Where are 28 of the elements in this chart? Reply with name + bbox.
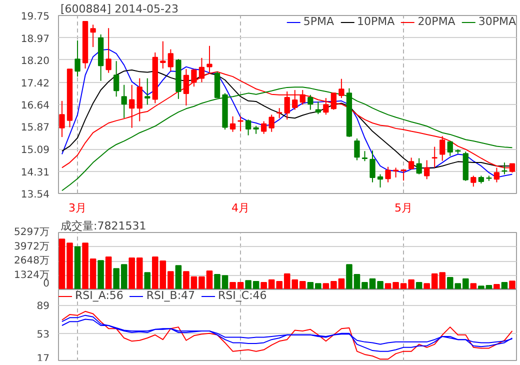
y-tick-label: 1324万 (14, 270, 50, 281)
legend-label: RSI_C:46 (218, 289, 267, 302)
y-tick-label: 5297万 (14, 227, 50, 238)
chart-title: [600884] 2014-05-23 (60, 2, 178, 16)
y-tick-label: 16.64 (20, 100, 50, 112)
y-tick-label: 13.54 (20, 190, 50, 200)
legend-label: 5PMA (303, 15, 334, 28)
series-label: RSI_A:56 (75, 289, 124, 302)
y-tick-label: 53 (36, 329, 50, 340)
y-tick-label: 3972万 (14, 241, 50, 252)
y-tick-label: 89 (36, 301, 50, 312)
y-tick-label: 2648万 (14, 256, 50, 267)
y-tick-label: 17.42 (20, 78, 50, 90)
x-tick-label: 5月 (394, 202, 413, 214)
x-tick-label: 4月 (232, 202, 250, 214)
y-tick-label: 19.75 (20, 12, 50, 22)
x-tick-label: 3月 (68, 202, 87, 214)
legend-label: 30PMA (478, 15, 516, 28)
y-tick-label: 0 (43, 278, 50, 290)
y-tick-label: 18.20 (20, 56, 50, 67)
legend-label: RSI_B:47 (146, 289, 196, 302)
legend-label: 10PMA (357, 15, 395, 28)
y-tick-label: 18.97 (20, 34, 50, 45)
legend-label: 20PMA (418, 15, 456, 28)
y-tick-label: 14.31 (20, 167, 50, 178)
y-tick-label: 15.87 (20, 122, 50, 134)
y-tick-label: 15.09 (20, 145, 50, 156)
chart-title: 成交量:7821531 (60, 220, 146, 232)
